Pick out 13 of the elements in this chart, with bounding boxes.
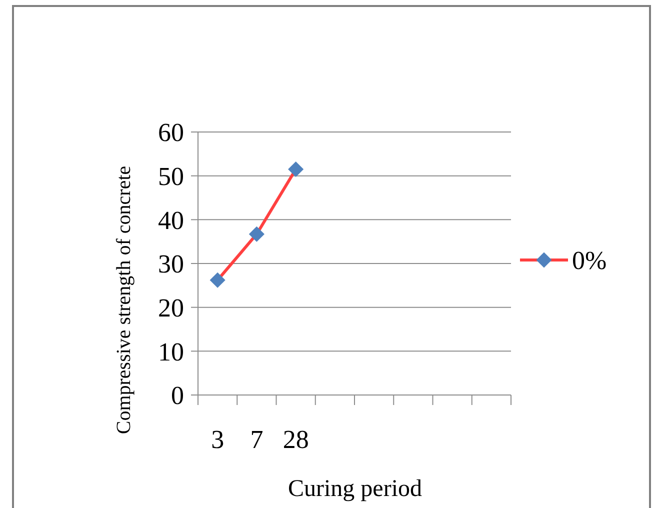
- y-tick-label: 20: [158, 293, 184, 322]
- x-axis-title: Curing period: [288, 476, 422, 502]
- x-tick-label: 7: [250, 425, 264, 454]
- y-tick-label: 40: [158, 206, 184, 235]
- x-tick-label: 28: [282, 425, 309, 454]
- y-tick-label: 10: [158, 337, 184, 366]
- x-tick-label: 3: [211, 425, 224, 454]
- y-tick-label: 60: [158, 118, 184, 148]
- y-tick-label: 0: [171, 381, 184, 410]
- legend-label: 0%: [572, 246, 607, 276]
- y-axis-title: Compressive strength of concrete: [113, 166, 135, 434]
- y-tick-label: 50: [158, 162, 184, 191]
- y-tick-label: 30: [158, 250, 184, 279]
